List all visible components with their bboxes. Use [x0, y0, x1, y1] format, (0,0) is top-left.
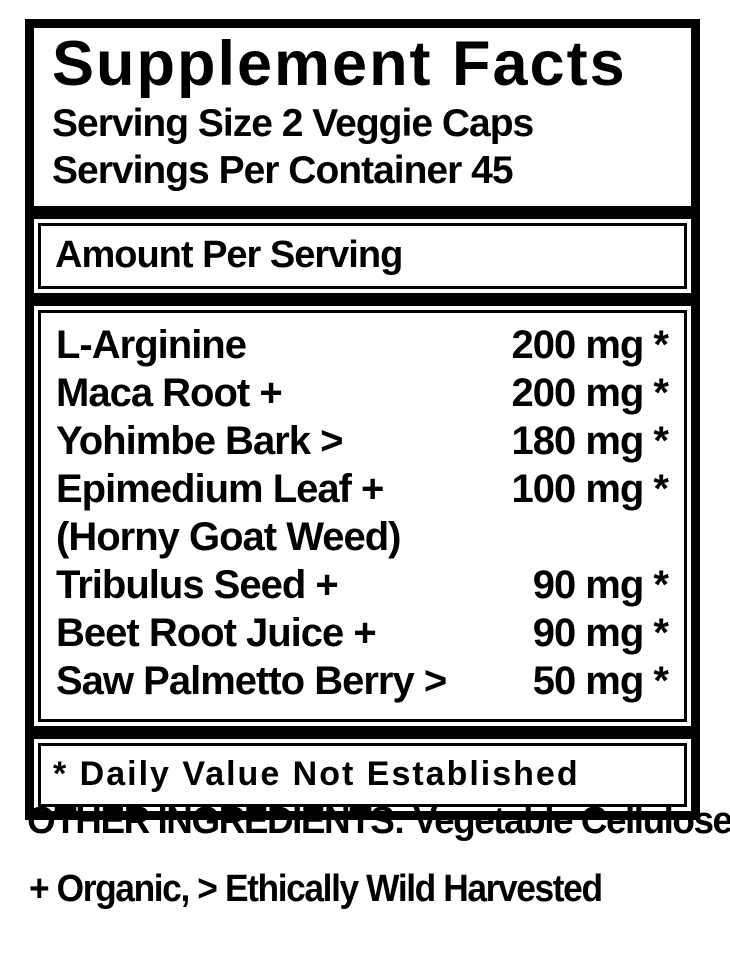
amount-per-serving-label: Amount Per Serving: [55, 234, 403, 276]
thick-divider-bar: [34, 293, 691, 306]
ingredient-name: Epimedium Leaf +: [56, 467, 384, 511]
ingredient-name: Beet Root Juice +: [56, 611, 377, 655]
ingredient-row: Yohimbe Bark > 180 mg *: [56, 417, 669, 465]
ingredient-name: Tribulus Seed +: [56, 563, 339, 607]
ingredient-name: L-Arginine: [56, 323, 247, 367]
ingredient-name: Saw Palmetto Berry >: [56, 659, 447, 703]
ingredient-row: Saw Palmetto Berry > 50 mg *: [56, 657, 669, 705]
thick-divider-bar: [34, 726, 691, 739]
ingredient-row: L-Arginine 200 mg *: [56, 321, 669, 369]
ingredient-row: Beet Root Juice + 90 mg *: [56, 609, 669, 657]
ingredient-subname: (Horny Goat Weed): [56, 515, 402, 559]
ingredient-name: Maca Root +: [56, 371, 283, 415]
ingredient-amount: 180 mg *: [511, 419, 669, 463]
symbols-legend-line: + Organic, > Ethically Wild Harvested: [29, 868, 603, 910]
ingredients-list: L-Arginine 200 mg * Maca Root + 200 mg *…: [38, 310, 687, 722]
serving-size-line: Serving Size 2 Veggie Caps: [52, 102, 534, 145]
ingredient-amount: 90 mg *: [532, 611, 669, 655]
ingredient-amount: 90 mg *: [532, 563, 669, 607]
daily-value-footnote: * Daily Value Not Established: [53, 755, 580, 793]
ingredient-subname-row: (Horny Goat Weed): [56, 513, 668, 561]
servings-per-container-line: Servings Per Container 45: [52, 149, 514, 192]
ingredient-amount: 50 mg *: [532, 659, 669, 703]
amount-per-serving-band: Amount Per Serving: [38, 223, 687, 289]
daily-value-band: * Daily Value Not Established: [38, 743, 687, 807]
panel-title: Supplement Facts: [52, 29, 627, 99]
ingredient-amount: 200 mg *: [511, 371, 669, 415]
ingredient-row: Maca Root + 200 mg *: [56, 369, 669, 417]
ingredient-amount: 200 mg *: [511, 323, 669, 367]
thick-divider-bar: [34, 206, 691, 219]
ingredient-row: Tribulus Seed + 90 mg *: [56, 561, 669, 609]
supplement-facts-panel: Supplement Facts Serving Size 2 Veggie C…: [25, 19, 700, 820]
other-ingredients-line: OTHER INGREDIENTS: Vegetable Cellulose: [27, 800, 730, 842]
ingredient-row: Epimedium Leaf + 100 mg *: [56, 465, 669, 513]
ingredient-name: Yohimbe Bark >: [56, 419, 343, 463]
ingredient-amount: 100 mg *: [511, 467, 669, 511]
panel-header: Supplement Facts Serving Size 2 Veggie C…: [34, 28, 691, 206]
